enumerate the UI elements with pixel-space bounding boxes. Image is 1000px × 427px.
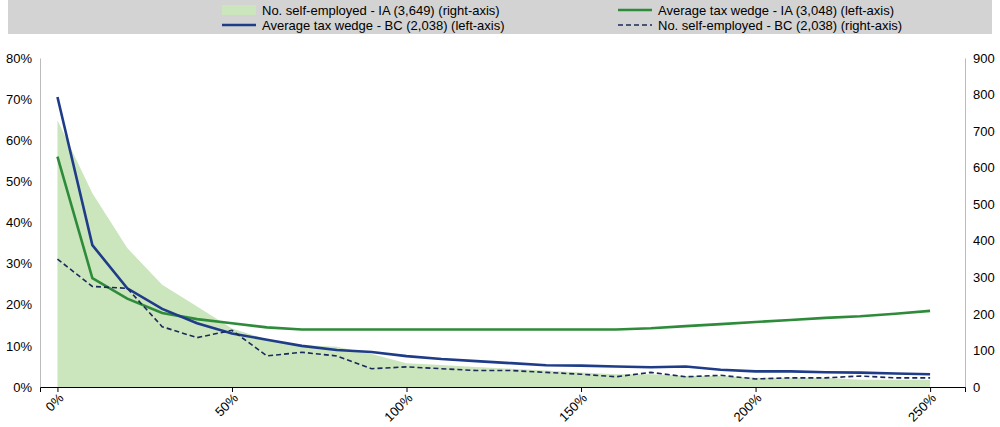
- tick-label: 150%: [556, 390, 590, 424]
- tick-label: 80%: [6, 51, 32, 66]
- tick: 100%: [381, 387, 415, 425]
- tick: 500: [965, 197, 995, 212]
- legend-label: Average tax wedge - BC (2,038) (left-axi…: [262, 18, 505, 33]
- tick: 40%: [6, 215, 40, 230]
- y-axis: 0% 10% 20% 30% 40% 50% 60% 70% 80%: [6, 51, 41, 395]
- tick-label: 300: [973, 270, 995, 285]
- chart: No. self-employed - IA (3,649) (right-ax…: [0, 0, 1000, 427]
- tick-mark: [407, 387, 408, 392]
- tick: 100: [965, 343, 995, 358]
- tick: 400: [965, 233, 995, 248]
- legend-label: No. self-employed - BC (2,038) (right-ax…: [658, 18, 902, 33]
- tick: 0: [965, 380, 980, 395]
- axis-line: [965, 59, 966, 388]
- tick-label: 20%: [6, 297, 32, 312]
- tick-mark: [756, 387, 757, 392]
- tick: 70%: [6, 92, 40, 107]
- legend-swatch: [222, 5, 256, 15]
- legend-swatch: [222, 24, 256, 27]
- legend-swatch: [618, 24, 652, 26]
- tick: 60%: [6, 133, 40, 148]
- tick-mark: [581, 387, 582, 392]
- tick: 250%: [905, 387, 939, 425]
- plot-area: [57, 97, 930, 387]
- tick: 20%: [6, 297, 40, 312]
- tick: 900: [965, 51, 995, 66]
- tick: 0%: [43, 387, 67, 414]
- tick: 600: [965, 160, 995, 175]
- tick-label: 30%: [6, 256, 32, 271]
- tick-label: 900: [973, 51, 995, 66]
- legend-label: Average tax wedge - IA (3,048) (left-axi…: [658, 3, 894, 18]
- tick-label: 250%: [905, 390, 939, 424]
- line: [57, 259, 930, 379]
- tick: 50%: [6, 174, 40, 189]
- legend-swatch: [618, 9, 652, 12]
- tick-label: 0%: [43, 390, 67, 414]
- tick: 700: [965, 124, 995, 139]
- x-axis: 0% 50% 100% 150% 200% 250%: [41, 387, 966, 425]
- tick: 80%: [6, 51, 40, 66]
- tick: 150%: [556, 387, 590, 425]
- tick-label: 70%: [6, 92, 32, 107]
- legend-label: No. self-employed - IA (3,649) (right-ax…: [262, 3, 500, 18]
- tick: 800: [965, 87, 995, 102]
- tick-label: 40%: [6, 215, 32, 230]
- tick-label: 50%: [212, 390, 241, 419]
- tick: 10%: [6, 339, 40, 354]
- tick-mark: [57, 387, 58, 392]
- tick-label: 200: [973, 307, 995, 322]
- axis-line: [41, 388, 966, 393]
- tick-label: 100%: [381, 390, 415, 424]
- legend-background: [8, 0, 992, 34]
- tick: 0%: [13, 380, 40, 395]
- tick-label: 50%: [6, 174, 32, 189]
- tick-label: 500: [973, 197, 995, 212]
- tick-label: 800: [973, 87, 995, 102]
- area: [57, 120, 930, 387]
- tick: 300: [965, 270, 995, 285]
- tick-mark: [930, 387, 931, 392]
- tick-label: 700: [973, 124, 995, 139]
- line: [57, 97, 930, 374]
- tick-label: 200%: [730, 390, 764, 424]
- tick-label: 100: [973, 343, 995, 358]
- tick: 30%: [6, 256, 40, 271]
- axis-line: [40, 59, 41, 388]
- tick: 200: [965, 307, 995, 322]
- tick-mark: [232, 387, 233, 392]
- tick-label: 60%: [6, 133, 32, 148]
- y2-axis: 0 100 200 300 400 500 600 700 800 900: [965, 51, 995, 395]
- tick: 200%: [730, 387, 764, 425]
- tick: 50%: [212, 387, 241, 419]
- line: [57, 157, 930, 330]
- tick-label: 0%: [13, 380, 32, 395]
- tick-label: 0: [973, 380, 980, 395]
- tick-label: 600: [973, 160, 995, 175]
- tick-label: 400: [973, 233, 995, 248]
- legend: No. self-employed - IA (3,649) (right-ax…: [8, 0, 992, 34]
- tick-label: 10%: [6, 339, 32, 354]
